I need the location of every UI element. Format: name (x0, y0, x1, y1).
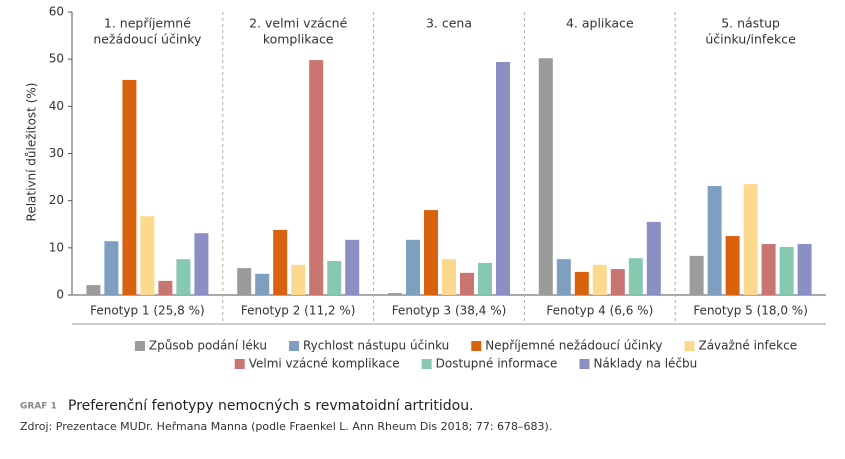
bar (176, 259, 191, 295)
bar (424, 210, 438, 295)
y-tick-label: 40 (49, 99, 64, 113)
x-tick-label: Fenotyp 2 (11,2 %) (241, 304, 356, 318)
bar (478, 262, 492, 295)
y-tick-label: 10 (49, 240, 64, 254)
bar (538, 58, 553, 296)
x-tick-label: Fenotyp 1 (25,8 %) (90, 304, 205, 318)
caption-label: GRAF 1 (20, 402, 57, 412)
group-annotation: 2. velmi vzácné (249, 16, 347, 31)
group-annotation: nežádoucí účinky (93, 32, 202, 47)
bar (779, 246, 794, 295)
bar (406, 239, 420, 295)
bar (158, 280, 173, 295)
y-tick-label: 50 (49, 52, 64, 66)
group-annotation: 3. cena (426, 16, 472, 31)
source: Zdroj: Prezentace MUDr. Heřmana Manna (p… (20, 420, 552, 433)
y-axis-label: Relativní důležitost (%) (25, 83, 39, 222)
bar (194, 233, 209, 295)
bar (610, 269, 625, 295)
bar (345, 239, 360, 295)
group-annotation: 1. nepříjemné (104, 16, 191, 31)
bar (460, 272, 474, 295)
legend-label: Závažné infekce (698, 339, 797, 353)
legend-swatch (421, 359, 432, 369)
legend-swatch (684, 341, 695, 351)
x-tick-label: Fenotyp 3 (38,4 %) (392, 304, 507, 318)
bar (556, 259, 571, 295)
y-tick-label: 60 (49, 5, 64, 19)
legend-label: Nepříjemné nežádoucí účinky (485, 339, 662, 353)
group-annotation: komplikace (263, 32, 334, 47)
bar (761, 244, 776, 295)
legend-swatch (579, 359, 590, 369)
bar (442, 259, 456, 295)
y-tick-label: 20 (49, 193, 64, 207)
legend-label: Náklady na léčbu (593, 357, 697, 371)
bar (689, 255, 704, 295)
legend-swatch (134, 341, 145, 351)
bar (725, 236, 740, 295)
y-tick-label: 0 (56, 288, 64, 302)
bar (327, 261, 342, 295)
y-tick-label: 30 (49, 146, 64, 160)
bar (86, 285, 101, 295)
bar (797, 244, 812, 295)
x-tick-label: Fenotyp 5 (18,0 %) (693, 304, 808, 318)
bar (628, 258, 643, 295)
bar (574, 271, 589, 295)
x-tick-label: Fenotyp 4 (6,6 %) (546, 304, 653, 318)
group-annotation: 5. nástup (721, 16, 780, 31)
group-annotation: účinku/infekce (705, 32, 796, 47)
legend-swatch (471, 341, 482, 351)
bar (255, 273, 270, 295)
bar (743, 184, 758, 295)
bar (309, 60, 324, 295)
legend-swatch (288, 341, 299, 351)
legend-label: Způsob podání léku (149, 339, 267, 353)
bar (291, 264, 306, 295)
caption: Preferenční fenotypy nemocných s revmato… (68, 398, 474, 414)
group-annotation: 4. aplikace (566, 16, 634, 31)
bar (496, 61, 510, 295)
bar (140, 216, 155, 295)
bar (104, 241, 119, 295)
legend-label: Dostupné informace (436, 357, 558, 371)
bar (592, 264, 607, 295)
legend-label: Rychlost nástupu účinku (303, 339, 449, 353)
legend-label: Velmi vzácné komplikace (249, 357, 400, 371)
legend-swatch (234, 359, 245, 369)
bar (388, 293, 402, 295)
bar (122, 79, 137, 295)
bar (707, 186, 722, 295)
bar (237, 268, 252, 295)
bar (646, 221, 661, 295)
bar (273, 229, 288, 295)
